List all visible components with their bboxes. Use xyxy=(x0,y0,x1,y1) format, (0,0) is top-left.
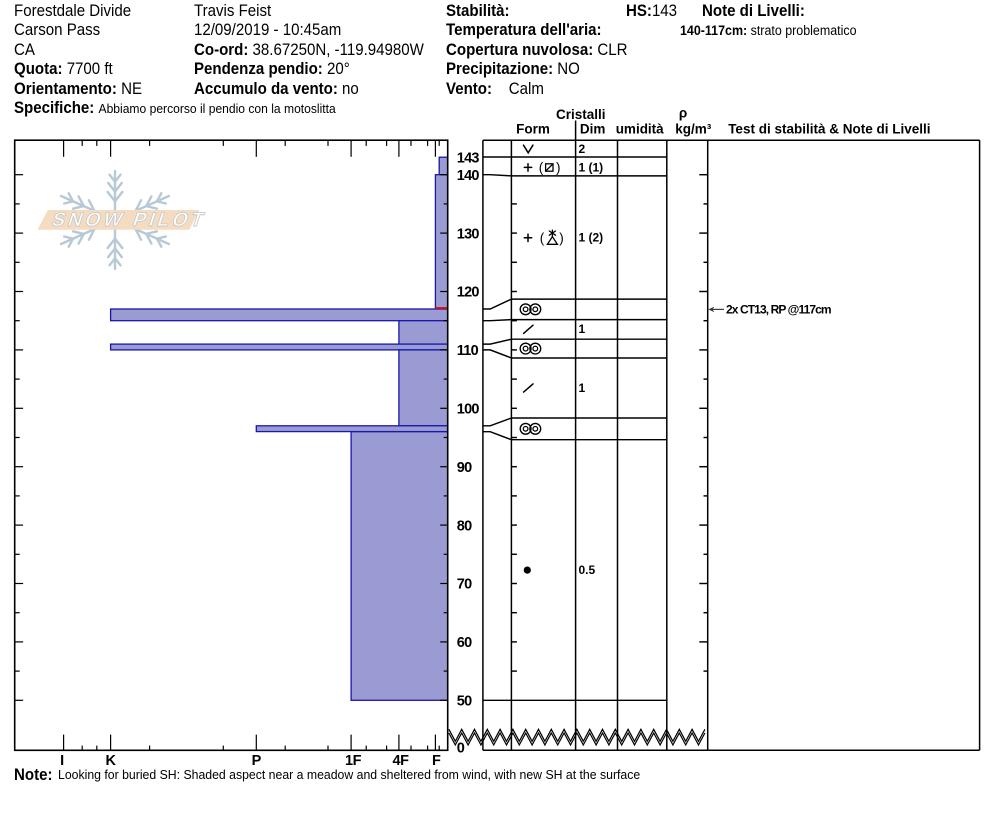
svg-text:umidità: umidità xyxy=(616,121,664,136)
svg-text:140: 140 xyxy=(457,168,480,184)
svg-text:P: P xyxy=(252,753,262,769)
svg-text:80: 80 xyxy=(457,518,472,534)
svg-text:130: 130 xyxy=(457,226,480,242)
svg-text:0.5: 0.5 xyxy=(579,563,596,577)
svg-text:(: ( xyxy=(539,160,544,175)
svg-text:SNOW PILOT: SNOW PILOT xyxy=(49,209,209,230)
svg-text:kg/m³: kg/m³ xyxy=(675,121,712,136)
svg-text:F: F xyxy=(432,753,441,769)
svg-text:I: I xyxy=(60,753,64,769)
svg-text:2x CT13, RP @117cm: 2x CT13, RP @117cm xyxy=(726,303,831,317)
svg-text:Form: Form xyxy=(516,121,550,136)
svg-text:0: 0 xyxy=(457,741,465,757)
svg-text:1F: 1F xyxy=(345,753,362,769)
svg-text:1: 1 xyxy=(579,381,586,395)
svg-text:): ) xyxy=(559,230,564,245)
svg-text:60: 60 xyxy=(457,635,472,651)
svg-text:110: 110 xyxy=(457,343,479,359)
svg-text:100: 100 xyxy=(457,402,480,418)
svg-text:120: 120 xyxy=(457,285,480,301)
svg-text:143: 143 xyxy=(457,150,480,166)
svg-text:90: 90 xyxy=(457,460,472,476)
svg-text:50: 50 xyxy=(457,694,472,710)
svg-text:1 (2): 1 (2) xyxy=(579,231,604,245)
svg-text:Dim: Dim xyxy=(580,121,606,136)
svg-text:1 (1): 1 (1) xyxy=(579,160,604,174)
svg-text:(: ( xyxy=(540,230,545,245)
svg-text:2: 2 xyxy=(579,142,586,156)
svg-text:Cristalli: Cristalli xyxy=(556,107,606,122)
svg-text:4F: 4F xyxy=(392,753,409,769)
svg-text:1: 1 xyxy=(579,322,586,336)
svg-text:K: K xyxy=(106,753,117,769)
svg-text:ρ: ρ xyxy=(679,106,687,121)
svg-text:70: 70 xyxy=(457,577,472,593)
svg-text:Test di stabilità & Note di Li: Test di stabilità & Note di Livelli xyxy=(728,121,930,136)
svg-text:): ) xyxy=(556,160,561,175)
